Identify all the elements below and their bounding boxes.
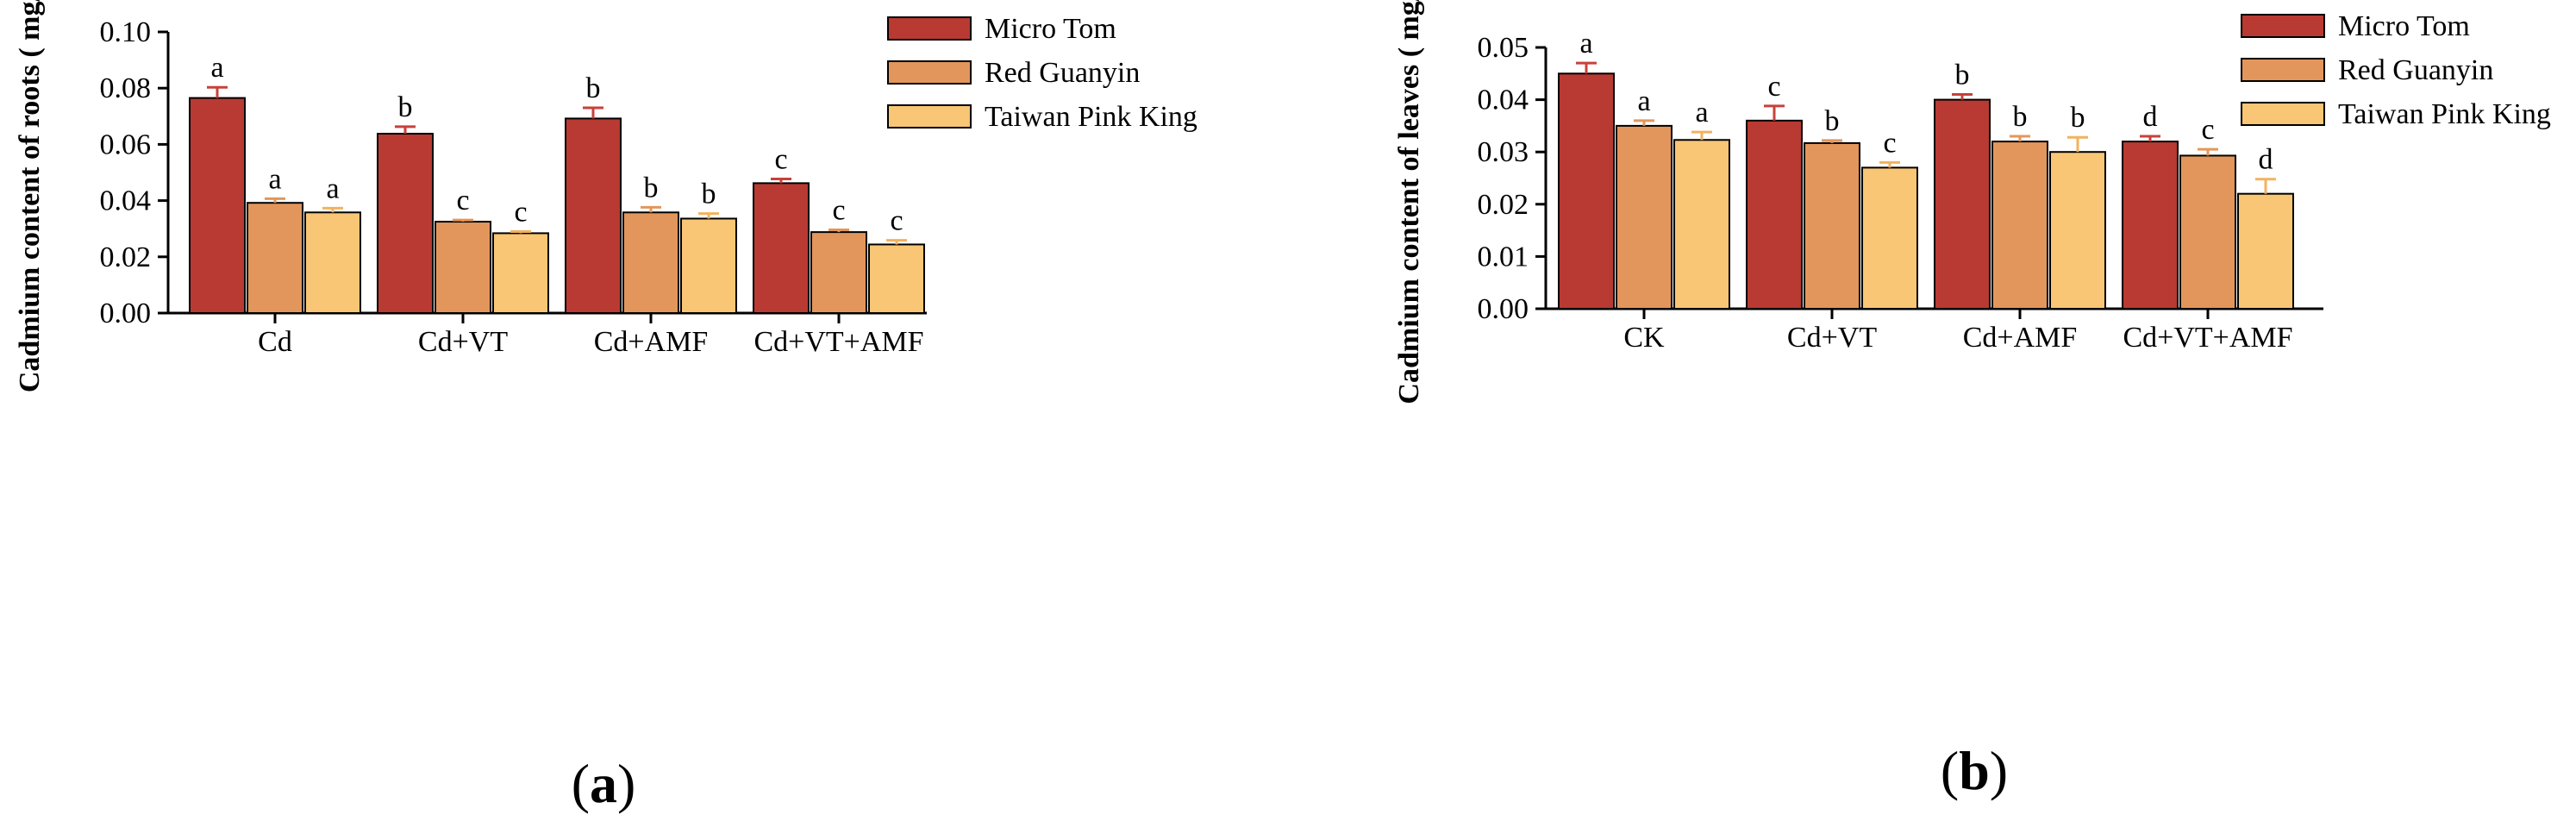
significance-letter: b	[586, 72, 601, 104]
bar-taiwan-pink-king	[1861, 166, 1918, 310]
bar-red-guanyin	[435, 221, 491, 314]
legend-label: Red Guanyin	[2338, 54, 2493, 86]
significance-letter: c	[1883, 127, 1896, 159]
x-category-label: Cd+VT	[418, 326, 508, 358]
legend: Micro Tom Red Guanyin Taiwan Pink King	[887, 13, 1197, 133]
bar-red-guanyin	[247, 202, 303, 314]
bar-taiwan-pink-king	[304, 211, 361, 315]
y-tick-label: 0.06	[100, 129, 152, 160]
chart-panel-a: 0.00 0.02 0.04 0.06 0.08 0.10 Cadmium content …	[14, 0, 1197, 814]
bar-micro-tom	[1746, 119, 1803, 310]
significance-letter: d	[2143, 101, 2158, 133]
y-tick-label: 0.01	[1478, 241, 1529, 273]
significance-letter: c	[456, 185, 469, 216]
legend-label: Taiwan Pink King	[985, 101, 1197, 133]
x-category-label: Cd+AMF	[1963, 322, 2078, 354]
panel-letter: a	[590, 753, 617, 814]
y-tick-label: 0.02	[1478, 189, 1529, 221]
x-category-label: Cd+VT	[1787, 322, 1877, 354]
significance-letter: c	[1767, 71, 1780, 103]
x-category-label: Cd+AMF	[594, 326, 709, 358]
legend: Micro Tom Red Guanyin Taiwan Pink King	[2241, 10, 2551, 130]
x-category-label: CK	[1623, 322, 1665, 354]
y-tick-label: 0.00	[100, 298, 152, 329]
y-tick-label: 0.02	[100, 241, 152, 273]
bar-micro-tom	[1934, 98, 1991, 310]
bar-taiwan-pink-king	[492, 232, 549, 314]
bar-micro-tom	[189, 97, 246, 314]
bar-taiwan-pink-king	[2237, 192, 2294, 310]
significance-letter: a	[326, 172, 339, 204]
legend-swatch	[2241, 14, 2325, 38]
bar-taiwan-pink-king	[868, 243, 925, 314]
bar-micro-tom	[1558, 72, 1615, 310]
bar-red-guanyin	[1616, 124, 1673, 310]
legend-label: Micro Tom	[2338, 10, 2470, 42]
panel-label: (b)	[1941, 740, 2008, 801]
bar-taiwan-pink-king	[680, 217, 737, 315]
x-category-label: Cd+VT+AMF	[753, 326, 923, 358]
significance-letter: c	[514, 196, 527, 228]
significance-letter: c	[890, 205, 903, 237]
y-tick-label: 0.08	[100, 72, 152, 104]
bar-taiwan-pink-king	[2049, 151, 2106, 310]
bar-red-guanyin	[810, 231, 867, 314]
legend-label: Red Guanyin	[985, 57, 1140, 89]
legend-swatch	[887, 60, 972, 85]
bar-micro-tom	[753, 182, 810, 314]
significance-letter: b	[644, 172, 659, 204]
significance-letter: b	[398, 91, 413, 123]
legend-swatch	[887, 16, 972, 41]
bar-red-guanyin	[1991, 141, 2048, 310]
y-axis-title: Cadmium content of roots ( mg/kg)	[14, 0, 46, 392]
significance-letter: b	[1955, 60, 1970, 91]
legend-swatch	[887, 104, 972, 129]
y-tick-label: 0.04	[100, 185, 152, 217]
legend-swatch	[2241, 102, 2325, 126]
significance-letter: a	[1579, 28, 1592, 60]
y-axis-title: Cadmium content of leaves ( mg/kg)	[1393, 0, 1425, 404]
significance-letter: c	[832, 195, 845, 227]
bar-taiwan-pink-king	[1673, 139, 1730, 310]
significance-letter: b	[2013, 101, 2028, 133]
bar-red-guanyin	[2179, 154, 2236, 310]
significance-letter: a	[268, 163, 281, 195]
legend-label: Taiwan Pink King	[2338, 98, 2551, 130]
y-tick-label: 0.10	[100, 16, 152, 48]
legend-label: Micro Tom	[985, 13, 1116, 45]
bar-micro-tom	[565, 117, 622, 314]
significance-letter: a	[1637, 85, 1650, 117]
significance-letter: d	[2259, 144, 2273, 176]
bar-red-guanyin	[622, 211, 679, 315]
bar-micro-tom	[377, 133, 434, 314]
significance-letter: c	[2201, 114, 2214, 146]
significance-letter: a	[1695, 97, 1708, 129]
x-category-label: Cd	[258, 326, 292, 358]
significance-letter: a	[210, 52, 223, 84]
y-tick-label: 0.04	[1478, 85, 1529, 116]
y-tick-label: 0.00	[1478, 293, 1529, 325]
bar-red-guanyin	[1804, 141, 1860, 310]
x-category-label: Cd+VT+AMF	[2123, 322, 2292, 354]
panel-letter: b	[1959, 740, 1990, 801]
significance-letter: c	[774, 143, 787, 175]
significance-letter: b	[702, 179, 716, 210]
bar-micro-tom	[2122, 141, 2179, 310]
y-tick-label: 0.05	[1478, 32, 1529, 64]
panel-label: (a)	[572, 753, 636, 814]
significance-letter: b	[2071, 102, 2085, 134]
y-tick-label: 0.03	[1478, 136, 1529, 168]
chart-panel-b: 0.00 0.01 0.02 0.03 0.04 0.05 Cadmium content …	[1393, 0, 2551, 801]
legend-swatch	[2241, 58, 2325, 82]
significance-letter: b	[1825, 105, 1840, 137]
